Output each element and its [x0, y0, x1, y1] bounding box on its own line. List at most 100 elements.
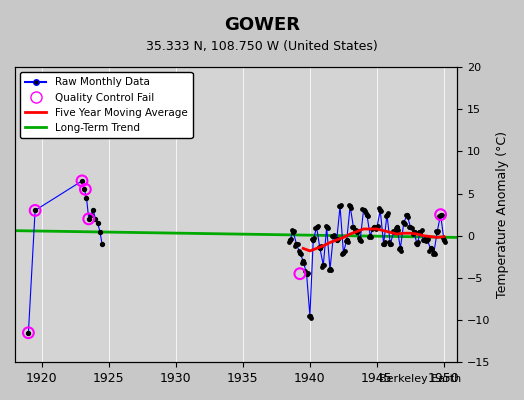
Point: [292, 241, 301, 247]
Point: [314, 244, 323, 250]
Point: [435, 212, 444, 219]
Point: [389, 228, 398, 235]
Point: [396, 245, 405, 252]
Point: [364, 212, 372, 219]
Point: [291, 242, 300, 249]
Point: [358, 206, 367, 212]
Point: [96, 228, 104, 235]
Point: [368, 226, 377, 232]
Point: [343, 237, 351, 243]
Point: [411, 229, 419, 236]
Point: [303, 270, 312, 276]
Point: [388, 228, 397, 234]
Point: [78, 178, 86, 184]
Point: [398, 218, 407, 225]
Point: [307, 315, 315, 322]
Point: [333, 237, 341, 243]
Point: [325, 267, 333, 273]
Point: [293, 241, 302, 247]
Point: [422, 238, 430, 244]
Point: [84, 216, 93, 222]
Point: [287, 235, 295, 242]
Point: [82, 194, 91, 201]
Point: [374, 222, 382, 229]
Point: [357, 238, 365, 245]
Point: [330, 232, 339, 238]
Point: [320, 262, 329, 268]
Point: [290, 228, 299, 234]
Text: Berkeley Earth: Berkeley Earth: [379, 374, 461, 384]
Point: [438, 212, 446, 218]
Point: [342, 238, 350, 244]
Point: [313, 223, 322, 229]
Point: [392, 225, 400, 231]
Point: [413, 241, 421, 247]
Point: [288, 227, 296, 234]
Point: [339, 250, 347, 256]
Point: [352, 227, 360, 233]
Point: [373, 224, 381, 230]
Point: [347, 205, 355, 211]
Point: [377, 208, 386, 214]
Point: [91, 216, 100, 222]
Point: [302, 270, 311, 277]
Point: [322, 224, 331, 230]
Point: [397, 247, 406, 254]
Point: [346, 203, 354, 210]
Point: [383, 212, 391, 218]
Text: GOWER: GOWER: [224, 16, 300, 34]
Point: [363, 212, 371, 218]
Point: [384, 210, 392, 216]
Point: [327, 266, 335, 273]
Point: [305, 313, 314, 319]
Point: [308, 236, 316, 242]
Point: [297, 251, 305, 257]
Point: [348, 224, 356, 230]
Point: [353, 228, 361, 235]
Point: [380, 238, 389, 245]
Point: [403, 212, 411, 218]
Point: [296, 250, 304, 256]
Point: [294, 248, 303, 254]
Point: [365, 234, 373, 241]
Point: [427, 245, 435, 252]
Point: [328, 232, 336, 239]
Point: [420, 237, 428, 243]
Point: [376, 207, 385, 214]
Point: [385, 239, 394, 245]
Point: [414, 239, 422, 246]
Point: [93, 220, 102, 226]
Point: [345, 201, 353, 208]
Point: [316, 245, 324, 252]
Legend: Raw Monthly Data, Quality Control Fail, Five Year Moving Average, Long-Term Tren: Raw Monthly Data, Quality Control Fail, …: [20, 72, 192, 138]
Point: [334, 236, 342, 242]
Point: [418, 226, 426, 233]
Point: [424, 236, 432, 243]
Point: [425, 248, 434, 254]
Point: [430, 250, 438, 256]
Point: [387, 240, 396, 247]
Point: [319, 262, 328, 268]
Point: [340, 247, 348, 254]
Point: [351, 226, 359, 233]
Point: [80, 186, 89, 192]
Point: [401, 221, 409, 227]
Point: [434, 228, 443, 234]
Point: [24, 330, 32, 336]
Point: [335, 203, 343, 209]
Point: [311, 225, 320, 232]
Point: [419, 237, 427, 243]
Point: [370, 225, 379, 231]
Point: [289, 228, 297, 235]
Point: [410, 228, 418, 235]
Point: [310, 235, 319, 242]
Point: [436, 212, 445, 218]
Point: [366, 232, 375, 239]
Point: [433, 228, 441, 235]
Point: [296, 270, 304, 277]
Point: [331, 236, 340, 243]
Point: [390, 228, 399, 234]
Point: [432, 228, 440, 234]
Point: [381, 213, 390, 219]
Point: [354, 228, 362, 234]
